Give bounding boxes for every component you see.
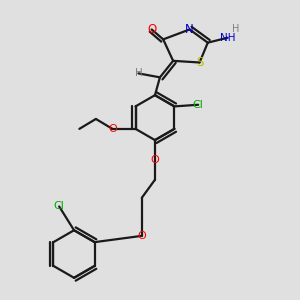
Text: H: H [232, 25, 240, 34]
Text: Cl: Cl [193, 100, 204, 110]
Text: NH: NH [220, 33, 236, 43]
Text: N: N [185, 23, 194, 36]
Text: H: H [135, 68, 142, 78]
Text: S: S [196, 56, 203, 69]
Text: O: O [147, 23, 156, 36]
Text: O: O [137, 231, 146, 241]
Text: O: O [108, 124, 117, 134]
Text: Cl: Cl [54, 202, 64, 212]
Text: O: O [151, 155, 159, 165]
